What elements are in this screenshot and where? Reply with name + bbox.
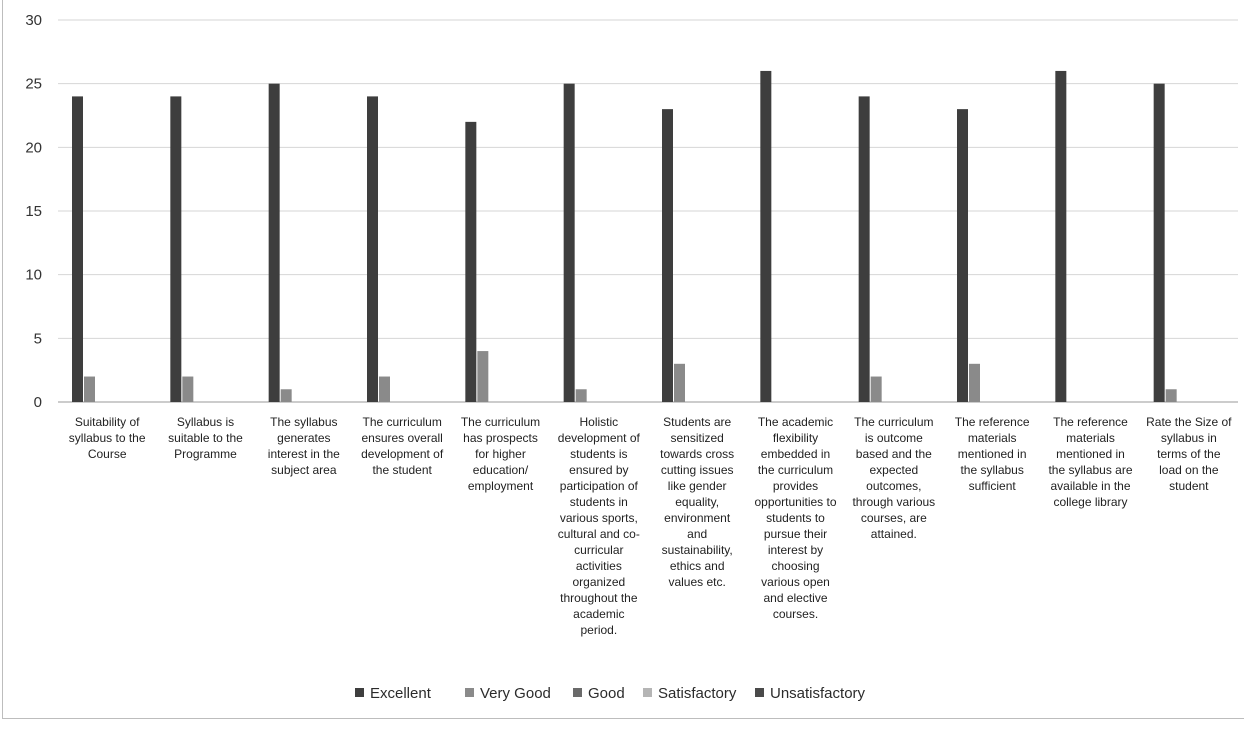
bar-excellent <box>170 96 182 403</box>
bar-very-good <box>477 351 489 402</box>
bar-excellent <box>563 83 575 403</box>
legend-label: Good <box>588 685 625 702</box>
legend-swatch <box>355 688 364 697</box>
bar-excellent <box>367 96 378 403</box>
bar-excellent <box>858 96 870 403</box>
bar-very-good <box>575 389 587 402</box>
x-tick-label: The academic flexibility embedded in the cu… <box>754 415 836 621</box>
y-tick-label: 20 <box>25 139 42 156</box>
bars <box>72 70 1177 403</box>
legend-swatch <box>573 688 582 697</box>
legend-label: Very Good <box>480 685 551 702</box>
y-tick-label: 25 <box>25 76 42 93</box>
legend-label: Unsatisfactory <box>770 685 866 702</box>
x-tick-label: Syllabus is suitable to the Programme <box>168 415 243 461</box>
bar-very-good <box>84 376 95 402</box>
bar-excellent <box>268 83 280 403</box>
bar-excellent <box>662 109 673 402</box>
legend-swatch <box>755 688 764 697</box>
bar-very-good <box>1165 389 1177 402</box>
legend: Excellent Very Good Good Satisfactory Unsati… <box>355 685 866 702</box>
bar-excellent <box>760 70 772 402</box>
bar-very-good <box>280 389 292 402</box>
x-tick-label: The curriculum ensures overall development… <box>361 415 444 477</box>
chart-frame <box>2 0 1244 719</box>
x-tick-label: Rate the Size of syllabus in terms of the l… <box>1146 415 1232 493</box>
x-tick-label: The reference materials mentioned in the sy… <box>955 415 1030 493</box>
bar-excellent <box>957 109 968 402</box>
y-tick-label: 15 <box>25 203 42 220</box>
legend-label: Excellent <box>370 685 432 702</box>
y-tick-label: 10 <box>25 267 42 284</box>
bar-excellent <box>465 121 477 402</box>
bar-very-good <box>379 376 390 402</box>
bar-very-good <box>969 363 980 402</box>
x-tick-label: Students are sensitized towards cross cutti… <box>660 415 734 589</box>
gridlines <box>58 19 1238 403</box>
bar-very-good <box>674 363 685 402</box>
legend-swatch <box>465 688 474 697</box>
y-tick-label: 0 <box>34 394 42 411</box>
bar-very-good <box>182 376 194 402</box>
y-axis-ticks: 0 5 10 15 20 25 30 <box>25 12 42 411</box>
y-tick-label: 5 <box>34 330 42 347</box>
bar-excellent <box>72 96 83 403</box>
x-axis-labels: Suitability of syllabus to the Course Sylla… <box>69 415 1232 637</box>
legend-label: Satisfactory <box>658 685 737 702</box>
legend-swatch <box>643 688 652 697</box>
x-tick-label: The curriculum is outcome based and the exp… <box>852 415 935 541</box>
y-tick-label: 30 <box>25 12 42 29</box>
x-tick-label: The curriculum has prospects for higher edu… <box>461 415 540 493</box>
bar-excellent <box>1153 83 1165 403</box>
x-tick-label: The reference materials mentioned in the sy… <box>1048 415 1132 509</box>
bar-very-good <box>870 376 882 402</box>
x-tick-label: The syllabus generates interest in the subj… <box>268 415 340 477</box>
bar-excellent <box>1055 70 1067 402</box>
x-tick-label: Suitability of syllabus to the Course <box>69 415 146 461</box>
x-tick-label: Holistic development of students is ensured… <box>558 415 641 637</box>
